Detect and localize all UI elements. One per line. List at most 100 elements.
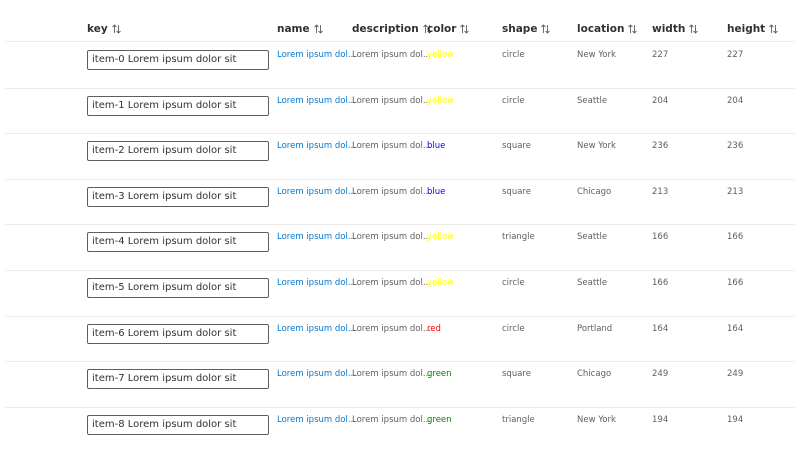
cell-text: 194 <box>727 414 744 425</box>
header-label: shape <box>502 23 538 35</box>
sort-icon <box>689 24 699 34</box>
cell-text: 249 <box>652 369 669 380</box>
text-field[interactable]: item-4 Lorem ipsum dolor sit <box>87 232 269 253</box>
cell-text: 236 <box>652 141 669 152</box>
name-link[interactable]: Lorem ipsum dol... <box>277 186 356 197</box>
cell-text: 249 <box>727 369 744 380</box>
cell-text: yellow <box>427 232 455 243</box>
header-label: height <box>727 23 766 35</box>
column-header[interactable]: key <box>87 21 121 37</box>
text-field[interactable]: item-0 Lorem ipsum dolor sit <box>87 50 269 70</box>
name-link[interactable]: Lorem ipsum dol... <box>277 232 356 243</box>
cell-text: 204 <box>652 95 669 106</box>
column-header[interactable]: color <box>427 21 470 37</box>
sort-icon <box>628 24 638 34</box>
header-label: location <box>577 23 625 35</box>
cell-text: Lorem ipsum dol... <box>352 278 431 288</box>
cell-text: Chicago <box>577 369 612 380</box>
text-field[interactable]: item-6 Lorem ipsum dolor sit <box>87 323 269 344</box>
cell-text: circle <box>502 278 525 288</box>
sort-icon <box>422 24 432 34</box>
cell-text: 213 <box>727 186 744 197</box>
cell-text: Seattle <box>577 95 608 106</box>
cell-text: 166 <box>652 232 669 243</box>
row-divider <box>5 270 795 271</box>
column-header[interactable]: location <box>577 21 638 37</box>
text-field[interactable]: item-2 Lorem ipsum dolor sit <box>87 141 269 162</box>
column-header[interactable]: description <box>352 21 432 37</box>
sort-icon <box>313 24 323 34</box>
cell-text: 194 <box>652 414 669 425</box>
cell-text: 166 <box>652 278 669 288</box>
cell-text: Lorem ipsum dol... <box>352 186 431 197</box>
column-header[interactable]: name <box>277 21 323 37</box>
cell-text: 227 <box>652 50 669 60</box>
cell-text: Seattle <box>577 232 608 243</box>
cell-text: 164 <box>727 323 744 334</box>
header-label: key <box>87 23 108 35</box>
cell-text: 204 <box>727 95 744 106</box>
cell-text: Lorem ipsum dol... <box>352 95 431 106</box>
sort-icon <box>769 24 779 34</box>
header-label: name <box>277 23 310 35</box>
row-divider <box>5 406 795 408</box>
cell-text: Lorem ipsum dol... <box>352 50 431 60</box>
row-divider <box>5 178 795 180</box>
name-link[interactable]: Lorem ipsum dol... <box>277 278 356 288</box>
cell-text: green <box>427 369 452 380</box>
row-divider <box>5 361 795 363</box>
cell-text: circle <box>502 50 525 60</box>
cell-text: triangle <box>502 414 535 425</box>
cell-text: Seattle <box>577 278 608 288</box>
text-field[interactable]: item-7 Lorem ipsum dolor sit <box>87 369 269 390</box>
cell-text: Lorem ipsum dol... <box>352 141 431 152</box>
row-divider <box>5 87 795 89</box>
sort-icon <box>541 24 551 34</box>
cell-text: Lorem ipsum dol... <box>352 414 431 425</box>
cell-text: square <box>502 369 531 380</box>
text-field[interactable]: item-3 Lorem ipsum dolor sit <box>87 186 269 207</box>
sort-icon <box>460 24 470 34</box>
header-divider <box>5 41 795 42</box>
cell-text: red <box>427 323 441 334</box>
name-link[interactable]: Lorem ipsum dol... <box>277 141 356 152</box>
cell-text: circle <box>502 323 525 334</box>
name-link[interactable]: Lorem ipsum dol... <box>277 414 356 425</box>
cell-text: yellow <box>427 50 455 60</box>
column-header[interactable]: height <box>727 21 779 37</box>
cell-text: blue <box>427 186 446 197</box>
name-link[interactable]: Lorem ipsum dol... <box>277 323 356 334</box>
cell-text: green <box>427 414 452 425</box>
text-field[interactable]: item-5 Lorem ipsum dolor sit <box>87 278 269 298</box>
row-divider <box>5 315 795 317</box>
cell-text: 227 <box>727 50 744 60</box>
cell-text: New York <box>577 141 616 152</box>
cell-text: Lorem ipsum dol... <box>352 323 431 334</box>
cell-text: Lorem ipsum dol... <box>352 232 431 243</box>
name-link[interactable]: Lorem ipsum dol... <box>277 369 356 380</box>
row-divider <box>5 133 795 135</box>
name-link[interactable]: Lorem ipsum dol... <box>277 50 356 60</box>
text-field[interactable]: item-1 Lorem ipsum dolor sit <box>87 95 269 116</box>
cell-text: New York <box>577 50 616 60</box>
sort-icon <box>111 24 121 34</box>
cell-text: Chicago <box>577 186 612 197</box>
cell-text: yellow <box>427 95 455 106</box>
header-label: description <box>352 23 419 35</box>
cell-text: blue <box>427 141 446 152</box>
cell-text: yellow <box>427 278 455 288</box>
cell-text: 166 <box>727 278 744 288</box>
text-field[interactable]: item-8 Lorem ipsum dolor sit <box>87 414 269 435</box>
cell-text: 236 <box>727 141 744 152</box>
cell-text: Lorem ipsum dol... <box>352 369 431 380</box>
cell-text: 166 <box>727 232 744 243</box>
cell-text: 213 <box>652 186 669 197</box>
column-header[interactable]: width <box>652 21 699 37</box>
cell-text: square <box>502 186 531 197</box>
cell-text: 164 <box>652 323 669 334</box>
name-link[interactable]: Lorem ipsum dol... <box>277 95 356 106</box>
column-header[interactable]: shape <box>502 21 551 37</box>
cell-text: triangle <box>502 232 535 243</box>
